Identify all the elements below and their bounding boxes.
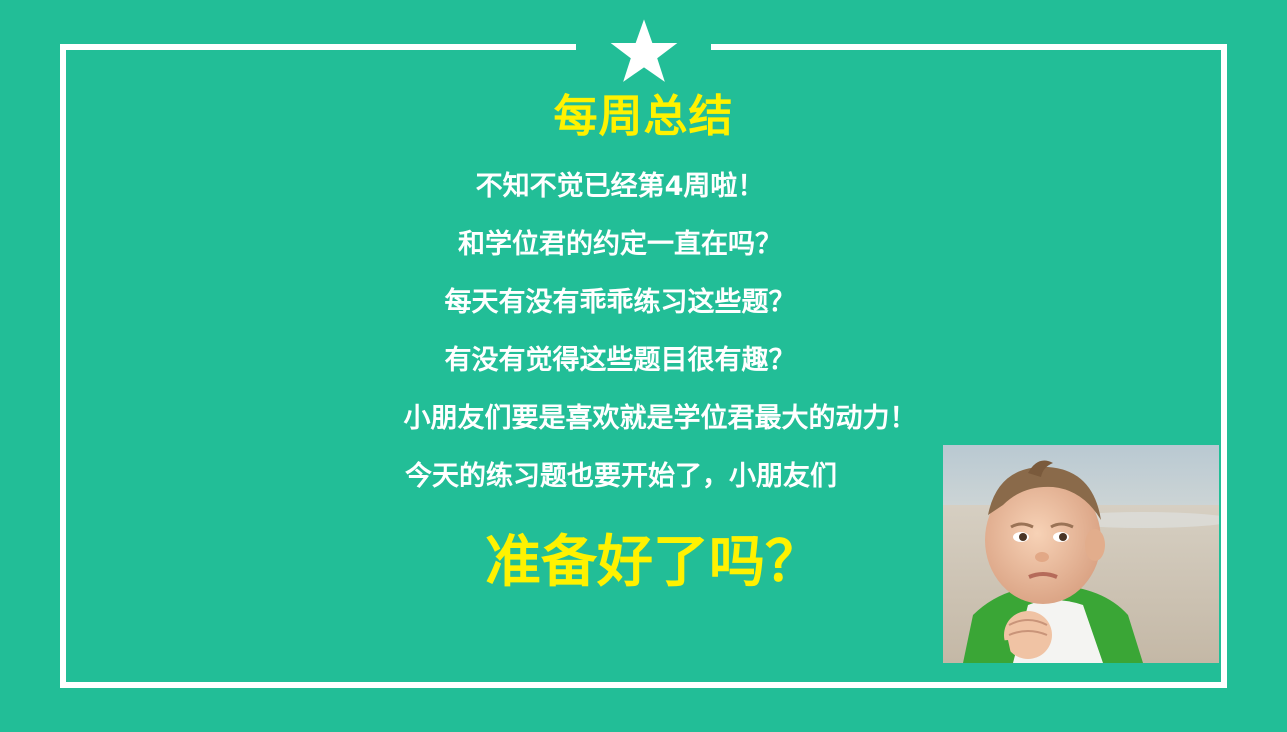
baby-fist-photo — [943, 445, 1219, 663]
frame-left — [60, 44, 66, 688]
star-icon — [610, 19, 678, 82]
text-line-3: 每天有没有乖乖练习这些题？ — [444, 287, 796, 318]
frame-bottom — [60, 682, 1227, 688]
baby-illustration — [943, 445, 1219, 663]
text-line-1: 不知不觉已经第4周啦！ — [475, 171, 765, 202]
page-title: 每周总结 — [553, 91, 734, 142]
frame-top-right — [711, 44, 1227, 50]
frame-top-left — [60, 44, 576, 50]
text-line-6: 今天的练习题也要开始了，小朋友们 — [405, 461, 837, 492]
call-to-action: 准备好了吗？ — [485, 530, 821, 595]
frame-right — [1221, 44, 1227, 688]
text-line-2: 和学位君的约定一直在吗？ — [458, 229, 782, 260]
text-line-4: 有没有觉得这些题目很有趣？ — [444, 345, 796, 376]
text-line-5: 小朋友们要是喜欢就是学位君最大的动力！ — [403, 403, 917, 434]
